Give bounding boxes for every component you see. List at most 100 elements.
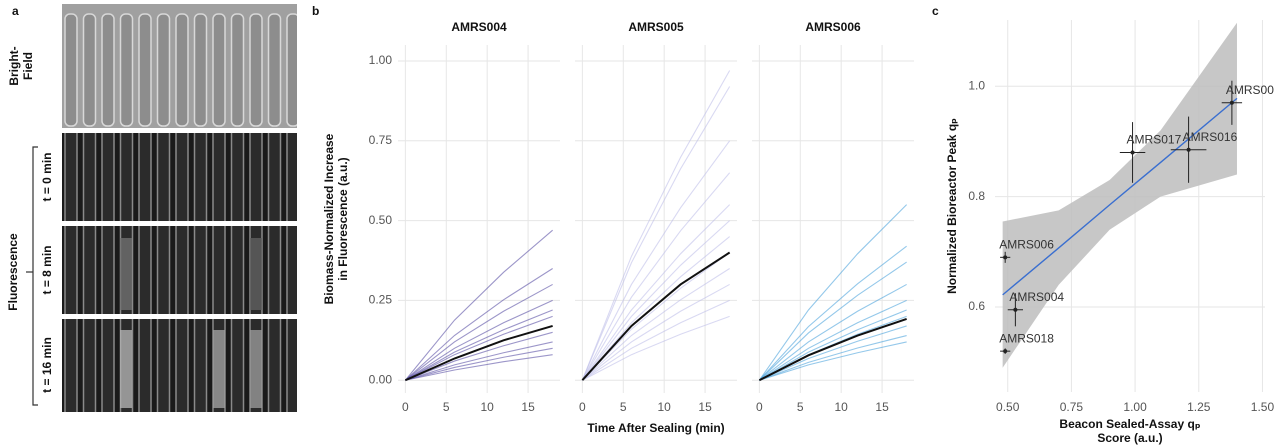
trace-line [581,252,730,381]
point [1013,307,1018,312]
mean-line [581,251,731,381]
trace-line [759,325,907,381]
x-tick-label: 0 [579,400,586,414]
mean-line [404,324,553,382]
trace-line [405,354,553,381]
trace-line [405,315,553,381]
bright-chamber [250,330,262,408]
trace-line [759,299,907,381]
y-tick-label: 0.50 [369,213,393,227]
mean-line [758,317,907,382]
x-tick-label: 5 [797,400,804,414]
bright-chamber [120,238,132,310]
trace-line [405,347,553,381]
trace-line [582,283,730,381]
panel-label: b [312,4,319,18]
trace-line [405,309,553,381]
y-tick-label: 0.8 [968,189,985,203]
trace-line [405,283,553,381]
trace-line [759,334,907,381]
fluorescence-chambers [62,133,297,221]
point-label: AMRS004 [1009,290,1064,304]
panel-label: c [932,4,939,18]
x-axis-label: Beacon Sealed-Assay qₚ Score (a.u.) [1059,417,1200,445]
trace-line [581,268,730,381]
trace-line [581,140,731,381]
fit-line [1002,97,1238,296]
facet-title: AMRS005 [628,20,684,34]
y-tick-label: 1.0 [968,78,985,92]
trace-line [404,268,553,381]
point [1003,349,1008,354]
bright-chamber [213,330,225,408]
time-label: t = 8 min [40,245,54,294]
label-line: Field [21,52,35,80]
trace-line [581,220,731,381]
x-tick-label: 0.50 [996,400,1020,414]
y-tick-label: 0.75 [369,133,393,147]
point-label: AMRS017 [1127,133,1182,147]
point [1229,100,1234,105]
trace-line [581,70,731,381]
point [1003,255,1008,260]
time-label: t = 16 min [40,337,54,393]
point-label: AMRS018 [999,331,1054,345]
x-tick-label: 1.25 [1187,400,1211,414]
y-tick-label: 0.6 [968,299,985,313]
y-tick-label: 1.00 [369,53,393,67]
trace-line [405,341,553,381]
x-tick-label: 10 [481,400,495,414]
point [1130,150,1135,155]
x-tick-label: 0 [756,400,763,414]
y-tick-label: 0.25 [369,293,393,307]
trace-line [759,309,907,381]
point [1186,147,1191,152]
x-tick-label: 10 [835,400,849,414]
y-axis-label: Normalized Bioreactor Peak qₚ [945,118,959,294]
bright-chamber [250,238,262,310]
image-panel: a Bright-Field Fluorescence t = 0 min t … [6,4,297,412]
label-line: Bright- [7,46,21,85]
facet-title: AMRS004 [451,20,507,34]
point-label: AMRS005 [1226,83,1274,97]
trace-line [581,236,730,381]
bracket [32,146,38,406]
label-line: Score (a.u.) [1097,431,1162,445]
label-line: in Fluorescence (a.u.) [336,157,350,280]
label-line: Biomass-Normalized Increase [322,133,336,304]
bright-chamber [120,330,132,408]
confidence-band [1002,22,1237,368]
trace-line [758,261,907,381]
trace-line [581,86,731,381]
point-label: AMRS006 [999,238,1054,252]
trace-line [759,341,907,381]
facet-title: AMRS006 [805,20,861,34]
x-tick-label: 15 [698,400,712,414]
y-axis-label: Biomass-Normalized Increasein Fluorescen… [322,133,350,304]
brightfield-label: Bright-Field [7,46,35,85]
trace-line [758,204,908,381]
panel-label: a [12,4,19,18]
trace-line [581,204,731,381]
trace-line [582,315,730,381]
trace-line [758,245,907,381]
trace-line [404,229,553,381]
x-tick-label: 5 [443,400,450,414]
x-tick-label: 10 [658,400,672,414]
x-tick-label: 0 [402,400,409,414]
brightfield-chambers [62,4,297,128]
trace-line [759,283,907,381]
trace-line [405,331,553,381]
x-tick-label: 15 [875,400,889,414]
x-tick-label: 1.50 [1251,400,1274,414]
y-tick-label: 0.00 [369,372,393,386]
x-tick-label: 0.75 [1060,400,1084,414]
x-axis-label: Time After Sealing (min) [587,421,724,435]
trace-line [582,299,730,381]
x-tick-label: 15 [521,400,535,414]
trace-line [581,172,731,381]
time-label: t = 0 min [40,152,54,201]
fluorescence-label: Fluorescence [6,233,20,311]
label-line: Beacon Sealed-Assay qₚ [1059,417,1200,431]
